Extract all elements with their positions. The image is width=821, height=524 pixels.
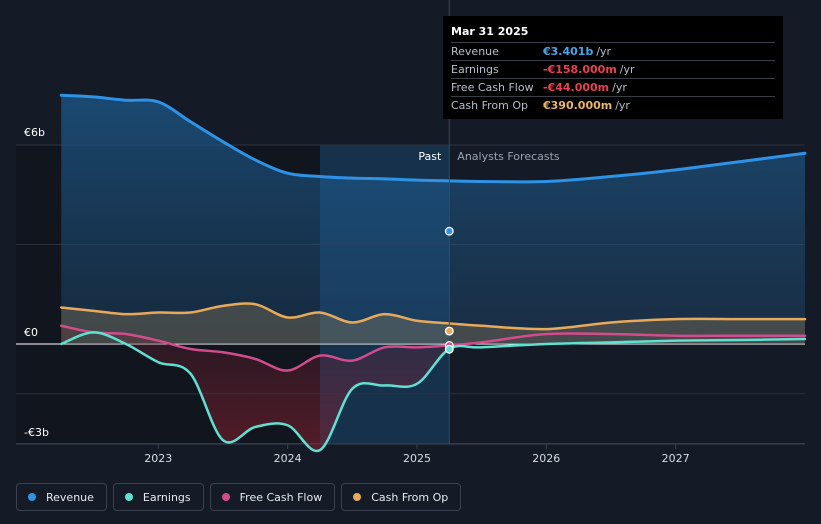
tooltip-row-earnings: Earnings -€158.000m/yr (451, 61, 775, 79)
tooltip-unit: /yr (615, 99, 630, 112)
legend-dot-icon (353, 493, 362, 501)
legend-label: Earnings (142, 490, 191, 504)
tooltip-row-revenue: Revenue €3.401b/yr (451, 43, 775, 61)
legend-label: Free Cash Flow (239, 490, 323, 504)
legend-item-earnings[interactable]: Earnings (112, 483, 204, 511)
tooltip-label: Free Cash Flow (451, 81, 534, 94)
series-line-revenue (59, 93, 807, 184)
tooltip-value: €390.000m (543, 99, 613, 112)
marker-revenue (444, 226, 454, 236)
past-label: Past (418, 150, 442, 163)
legend-item-cash-from-op[interactable]: Cash From Op (341, 483, 462, 511)
tooltip-label: Earnings (451, 63, 499, 76)
forecast-label: Analysts Forecasts (457, 150, 560, 163)
y-tick-label: €0 (24, 326, 38, 339)
tooltip-unit: /yr (596, 45, 612, 58)
marker-cash-from-op (444, 326, 454, 336)
legend-label: Cash From Op (371, 490, 449, 504)
y-tick-label: €6b (24, 126, 45, 139)
x-tick-label: 2026 (532, 452, 560, 465)
tooltip-unit: /yr (619, 63, 635, 76)
tooltip-value: -€158.000m (543, 63, 617, 76)
x-tick-label: 2023 (144, 452, 172, 465)
legend-dot-icon (221, 493, 230, 501)
tooltip-row-cash-from-op: Cash From Op €390.000m/yr (451, 97, 775, 114)
earnings-loss-area (61, 325, 450, 452)
legend-dot-icon (28, 493, 36, 501)
tooltip-label: Cash From Op (451, 99, 529, 112)
tooltip-value: €3.401b (543, 45, 594, 58)
x-tick-label: 2025 (403, 452, 431, 465)
legend-label: Revenue (46, 490, 94, 504)
y-tick-label: -€3b (24, 426, 49, 439)
x-tick-label: 2024 (274, 452, 302, 465)
marker-earnings (444, 344, 454, 354)
chart-canvas: €6b €0 -€3b 2023 2024 2025 2026 2027 Past Analyst… (16, 0, 807, 465)
x-tick-label: 2027 (662, 452, 690, 465)
legend: Revenue Earnings Free Cash Flow Cash From O… (16, 483, 462, 511)
legend-item-free-cash-flow[interactable]: Free Cash Flow (209, 483, 336, 511)
tooltip-unit: /yr (612, 81, 627, 94)
series-line-earnings (60, 331, 807, 453)
series-line-cash-from-op (60, 302, 807, 331)
tooltip-value: -€44.000m (543, 81, 610, 94)
tooltip-row-free-cash-flow: Free Cash Flow -€44.000m/yr (451, 79, 775, 97)
legend-item-revenue[interactable]: Revenue (16, 483, 107, 511)
tooltip-date: Mar 31 2025 (451, 23, 775, 43)
tooltip-label: Revenue (451, 45, 499, 58)
tooltip: Mar 31 2025 Revenue €3.401b/yr Earnings -€1… (443, 16, 783, 119)
series-line-free-cash-flow (60, 324, 807, 372)
revenue-area (61, 95, 805, 344)
legend-dot-icon (124, 493, 133, 501)
